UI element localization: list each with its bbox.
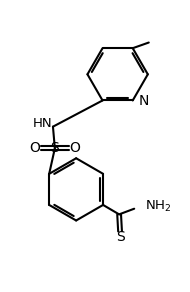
Text: O: O [29, 141, 40, 155]
Text: O: O [70, 141, 80, 155]
Text: S: S [51, 141, 59, 155]
Text: HN: HN [33, 117, 52, 130]
Text: NH$_2$: NH$_2$ [145, 199, 171, 214]
Text: S: S [116, 230, 124, 244]
Text: N: N [139, 94, 149, 108]
